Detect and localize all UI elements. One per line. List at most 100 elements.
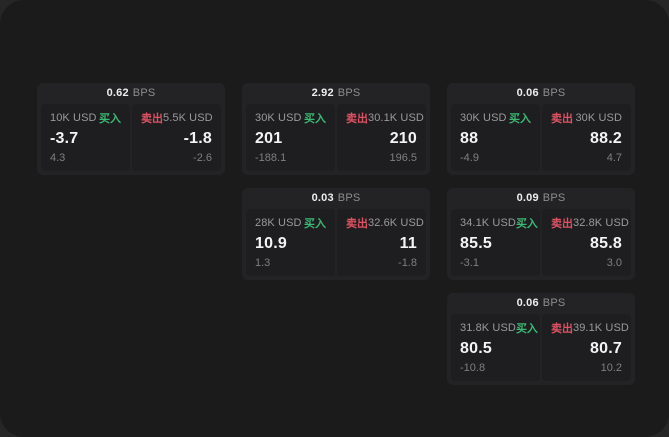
sell-panel-top: 卖出 32.8K USD xyxy=(551,215,629,231)
buy-panel-top: 28K USD 买入 xyxy=(255,215,326,231)
sell-panel[interactable]: 卖出 39.1K USD 80.7 10.2 xyxy=(542,314,631,381)
buy-price: 80.5 xyxy=(460,340,492,357)
buy-panel[interactable]: 30K USD 买入 201 -188.1 xyxy=(246,104,335,171)
buy-delta: -3.1 xyxy=(460,257,479,269)
spread-header: 0.06 BPS xyxy=(447,83,635,103)
buy-amount: 34.1K USD xyxy=(460,217,516,229)
spread-value: 2.92 xyxy=(311,87,334,99)
spread-value: 0.06 xyxy=(516,87,539,99)
buy-amount: 30K USD xyxy=(460,112,507,124)
sell-price: 210 xyxy=(389,130,417,147)
sell-panel-top: 卖出 30.1K USD xyxy=(346,110,424,126)
quote-panels: 28K USD 买入 10.9 1.3 卖出 32.6K USD 11 -1.8 xyxy=(246,209,426,276)
sell-side-label: 卖出 xyxy=(551,323,573,335)
sell-delta: -1.8 xyxy=(398,257,417,269)
buy-price: 85.5 xyxy=(460,235,492,252)
spread-value: 0.03 xyxy=(311,192,334,204)
spread-header: 0.03 BPS xyxy=(242,188,430,208)
sell-amount: 5.5K USD xyxy=(163,112,213,124)
sell-amount: 30K USD xyxy=(575,112,622,124)
buy-amount: 10K USD xyxy=(50,112,97,124)
sell-side-label: 卖出 xyxy=(551,218,573,230)
sell-panel-top: 卖出 32.6K USD xyxy=(346,215,424,231)
buy-price: 201 xyxy=(255,130,283,147)
sell-delta: 3.0 xyxy=(606,257,622,269)
cards-grid: 0.62 BPS 10K USD 买入 -3.7 4.3 卖出 5.5K USD … xyxy=(37,83,635,385)
buy-delta: 4.3 xyxy=(50,152,66,164)
quote-card: 2.92 BPS 30K USD 买入 201 -188.1 卖出 30.1K U… xyxy=(242,83,430,175)
spread-unit: BPS xyxy=(337,87,361,99)
sell-panel[interactable]: 卖出 30.1K USD 210 196.5 xyxy=(337,104,426,171)
quote-panels: 31.8K USD 买入 80.5 -10.8 卖出 39.1K USD 80.… xyxy=(451,314,631,381)
buy-price: 10.9 xyxy=(255,235,287,252)
sell-delta: -2.6 xyxy=(193,152,212,164)
buy-amount: 30K USD xyxy=(255,112,302,124)
sell-panel[interactable]: 卖出 30K USD 88.2 4.7 xyxy=(542,104,631,171)
spread-unit: BPS xyxy=(542,297,566,309)
quote-card: 0.62 BPS 10K USD 买入 -3.7 4.3 卖出 5.5K USD … xyxy=(37,83,225,175)
sell-side-label: 卖出 xyxy=(346,113,368,125)
quote-panels: 30K USD 买入 201 -188.1 卖出 30.1K USD 210 1… xyxy=(246,104,426,171)
buy-panel[interactable]: 28K USD 买入 10.9 1.3 xyxy=(246,209,335,276)
sell-panel-top: 卖出 5.5K USD xyxy=(141,110,213,126)
buy-panel-top: 30K USD 买入 xyxy=(255,110,326,126)
spread-header: 0.06 BPS xyxy=(447,293,635,313)
spread-value: 0.09 xyxy=(516,192,539,204)
buy-price: 88 xyxy=(460,130,479,147)
quote-panels: 30K USD 买入 88 -4.9 卖出 30K USD 88.2 4.7 xyxy=(451,104,631,171)
sell-side-label: 卖出 xyxy=(551,113,573,125)
buy-side-label: 买入 xyxy=(99,113,121,125)
spread-unit: BPS xyxy=(542,192,566,204)
buy-panel[interactable]: 10K USD 买入 -3.7 4.3 xyxy=(41,104,130,171)
sell-amount: 32.6K USD xyxy=(368,217,424,229)
sell-panel-top: 卖出 39.1K USD xyxy=(551,320,629,336)
buy-panel-top: 31.8K USD 买入 xyxy=(460,320,538,336)
buy-panel[interactable]: 31.8K USD 买入 80.5 -10.8 xyxy=(451,314,540,381)
sell-price: -1.8 xyxy=(183,130,212,147)
spread-unit: BPS xyxy=(337,192,361,204)
buy-side-label: 买入 xyxy=(304,113,326,125)
buy-side-label: 买入 xyxy=(509,113,531,125)
quote-card: 0.09 BPS 34.1K USD 买入 85.5 -3.1 卖出 32.8K … xyxy=(447,188,635,280)
buy-panel[interactable]: 30K USD 买入 88 -4.9 xyxy=(451,104,540,171)
sell-delta: 4.7 xyxy=(606,152,622,164)
buy-amount: 28K USD xyxy=(255,217,302,229)
sell-delta: 196.5 xyxy=(389,152,417,164)
buy-delta: -4.9 xyxy=(460,152,479,164)
spread-unit: BPS xyxy=(542,87,566,99)
buy-amount: 31.8K USD xyxy=(460,322,516,334)
buy-panel-top: 30K USD 买入 xyxy=(460,110,531,126)
spread-value: 0.06 xyxy=(516,297,539,309)
buy-delta: 1.3 xyxy=(255,257,271,269)
sell-amount: 39.1K USD xyxy=(573,322,629,334)
spread-header: 2.92 BPS xyxy=(242,83,430,103)
sell-amount: 32.8K USD xyxy=(573,217,629,229)
spread-unit: BPS xyxy=(132,87,156,99)
buy-side-label: 买入 xyxy=(304,218,326,230)
sell-price: 85.8 xyxy=(590,235,622,252)
sell-side-label: 卖出 xyxy=(346,218,368,230)
buy-price: -3.7 xyxy=(50,130,79,147)
buy-panel[interactable]: 34.1K USD 买入 85.5 -3.1 xyxy=(451,209,540,276)
buy-delta: -10.8 xyxy=(460,362,486,374)
spread-value: 0.62 xyxy=(106,87,129,99)
buy-panel-top: 34.1K USD 买入 xyxy=(460,215,538,231)
sell-panel[interactable]: 卖出 32.8K USD 85.8 3.0 xyxy=(542,209,631,276)
quote-panels: 10K USD 买入 -3.7 4.3 卖出 5.5K USD -1.8 -2.… xyxy=(41,104,221,171)
buy-side-label: 买入 xyxy=(515,323,538,335)
quote-card: 0.06 BPS 30K USD 买入 88 -4.9 卖出 30K USD 88… xyxy=(447,83,635,175)
spread-header: 0.62 BPS xyxy=(37,83,225,103)
quote-card: 0.06 BPS 31.8K USD 买入 80.5 -10.8 卖出 39.1K… xyxy=(447,293,635,385)
sell-side-label: 卖出 xyxy=(141,113,163,125)
buy-side-label: 买入 xyxy=(515,218,538,230)
sell-panel[interactable]: 卖出 5.5K USD -1.8 -2.6 xyxy=(132,104,221,171)
buy-delta: -188.1 xyxy=(255,152,287,164)
sell-price: 80.7 xyxy=(590,340,622,357)
sell-delta: 10.2 xyxy=(600,362,622,374)
sell-price: 11 xyxy=(399,235,417,252)
buy-panel-top: 10K USD 买入 xyxy=(50,110,121,126)
quote-card: 0.03 BPS 28K USD 买入 10.9 1.3 卖出 32.6K USD… xyxy=(242,188,430,280)
sell-panel[interactable]: 卖出 32.6K USD 11 -1.8 xyxy=(337,209,426,276)
quote-panels: 34.1K USD 买入 85.5 -3.1 卖出 32.8K USD 85.8… xyxy=(451,209,631,276)
